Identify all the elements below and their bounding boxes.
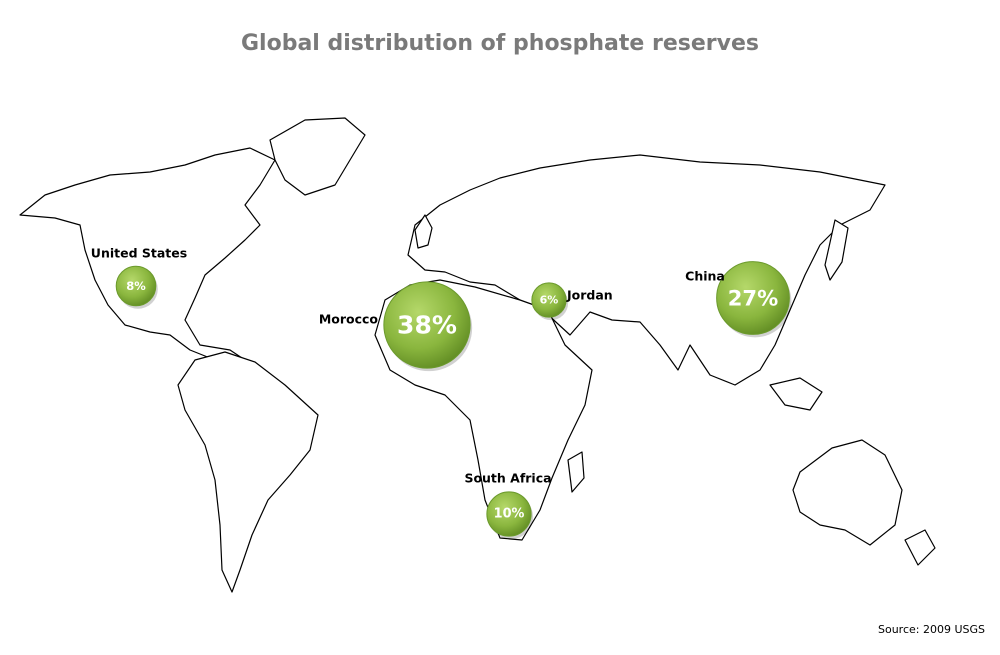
country-label: South Africa <box>464 471 551 486</box>
value-label: 10% <box>494 507 525 522</box>
value-label: 8% <box>126 279 146 293</box>
map-title: Global distribution of phosphate reserve… <box>241 31 759 56</box>
value-label: 6% <box>540 294 559 307</box>
country-label: Morocco <box>319 312 379 327</box>
country-label: China <box>685 269 725 284</box>
world-outline <box>19 117 936 593</box>
bubble <box>486 491 532 537</box>
value-label: 38% <box>397 311 457 340</box>
value-label: 27% <box>728 286 778 311</box>
country-label: Jordan <box>566 288 613 303</box>
source-note: Source: 2009 USGS <box>878 623 985 636</box>
bubble <box>383 281 471 369</box>
bubble <box>716 261 790 335</box>
bubble <box>115 265 157 307</box>
bubble <box>531 282 567 318</box>
country-label: United States <box>91 246 187 261</box>
